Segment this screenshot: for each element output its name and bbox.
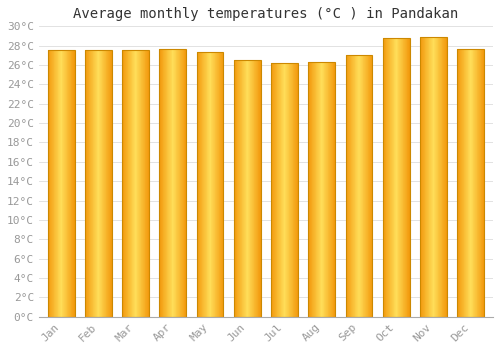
Bar bbox=[160, 49, 186, 317]
Title: Average monthly temperatures (°C ) in Pandakan: Average monthly temperatures (°C ) in Pa… bbox=[74, 7, 458, 21]
Bar bbox=[346, 55, 372, 317]
Bar bbox=[383, 38, 409, 317]
Bar bbox=[458, 49, 484, 317]
Bar bbox=[196, 52, 224, 317]
Bar bbox=[48, 50, 74, 317]
Bar bbox=[420, 37, 447, 317]
Bar bbox=[271, 63, 298, 317]
Bar bbox=[85, 50, 112, 317]
Bar bbox=[234, 60, 260, 317]
Bar bbox=[308, 62, 335, 317]
Bar bbox=[122, 50, 149, 317]
